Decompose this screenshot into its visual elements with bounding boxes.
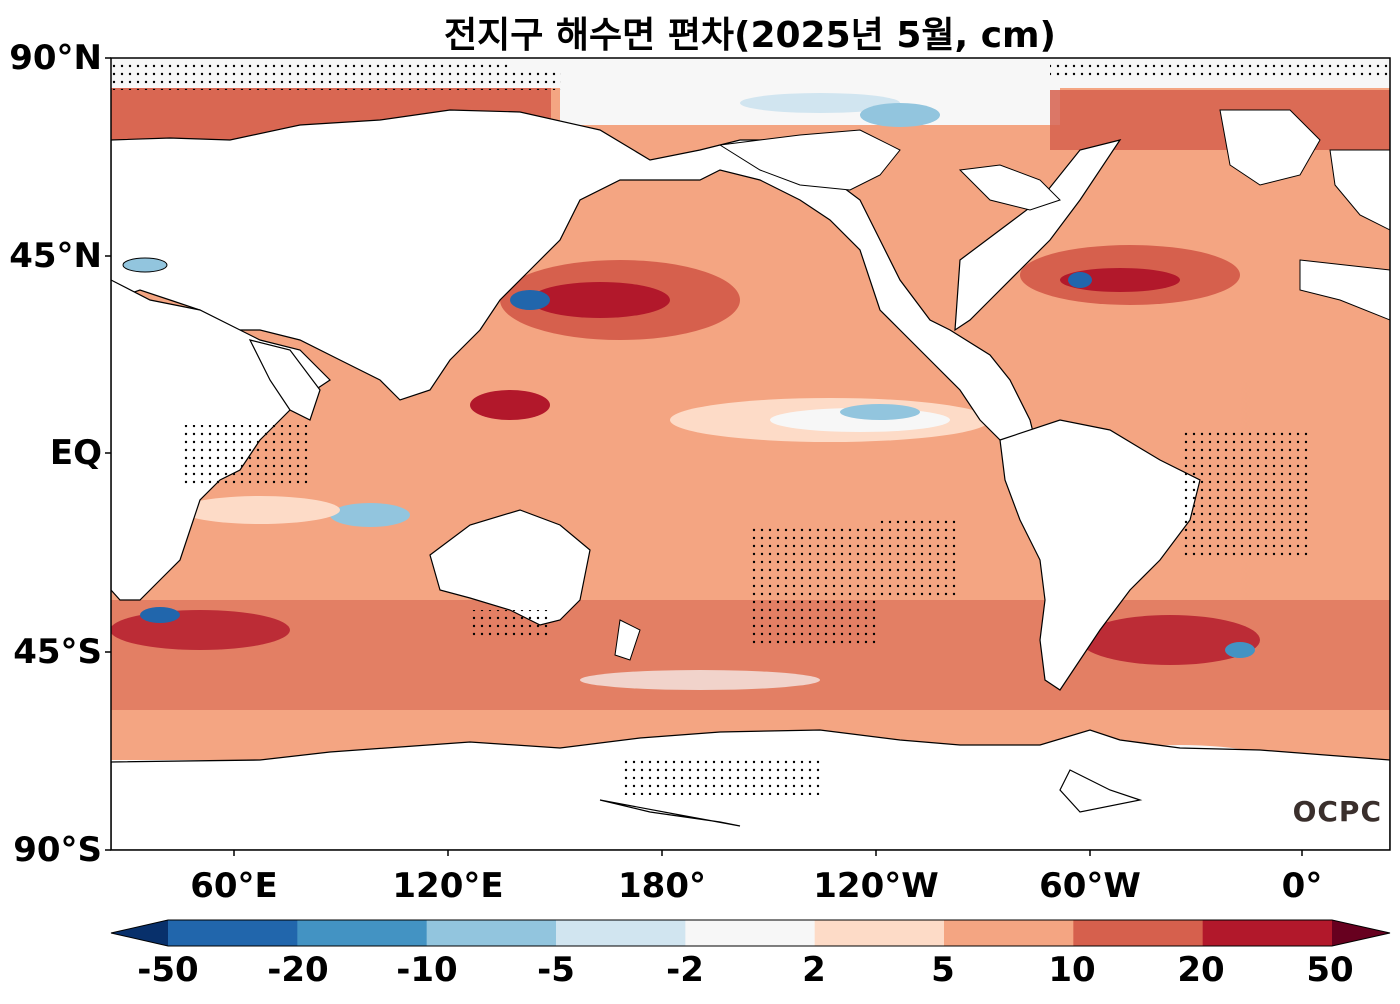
- colorbar-label: 50: [1306, 950, 1354, 990]
- colorbar-label: -10: [396, 950, 458, 990]
- lat-label-eq: EQ: [49, 433, 102, 473]
- lon-label-60e: 60°E: [190, 866, 278, 906]
- colorbar-segment: [426, 920, 557, 946]
- colorbar-extend-low: [111, 920, 168, 946]
- colorbar-outline: [110, 919, 1391, 947]
- colorbar-label: -50: [137, 950, 199, 990]
- colorbar-label: -2: [666, 950, 704, 990]
- colorbar-segment: [168, 920, 298, 946]
- colorbar-segment: [944, 920, 1074, 946]
- map-title: 전지구 해수면 편차(2025년 5월, cm): [443, 15, 1056, 56]
- colorbar-label: 10: [1048, 950, 1096, 990]
- lon-label-120e: 120°E: [392, 866, 504, 906]
- colorbar-segment: [556, 920, 686, 946]
- colorbar-segment: [814, 920, 945, 946]
- lat-label-45s: 45°S: [13, 632, 102, 672]
- colorbar-segment: [1073, 920, 1204, 946]
- axis-ticks: [105, 57, 1303, 856]
- lon-label-0: 0°: [1281, 866, 1323, 906]
- lat-label-90s: 90°S: [13, 830, 102, 870]
- colorbar-segment: [1202, 920, 1333, 946]
- map-frame: [110, 57, 1391, 851]
- colorbar-label: 2: [802, 950, 826, 990]
- colorbar-label: -20: [267, 950, 329, 990]
- lon-label-180: 180°: [618, 866, 706, 906]
- lon-label-120w: 120°W: [813, 866, 939, 906]
- ocpc-logo: OCPC: [1292, 795, 1382, 828]
- colorbar: [110, 919, 1391, 947]
- colorbar-label: -5: [537, 950, 575, 990]
- colorbar-label: 5: [931, 950, 955, 990]
- colorbar-extend-high: [1332, 920, 1390, 946]
- lat-label-45n: 45°N: [9, 236, 102, 276]
- colorbar-label: 20: [1177, 950, 1225, 990]
- lat-label-90n: 90°N: [9, 38, 102, 78]
- colorbar-segment: [685, 920, 816, 946]
- lon-label-60w: 60°W: [1039, 866, 1141, 906]
- colorbar-segment: [297, 920, 428, 946]
